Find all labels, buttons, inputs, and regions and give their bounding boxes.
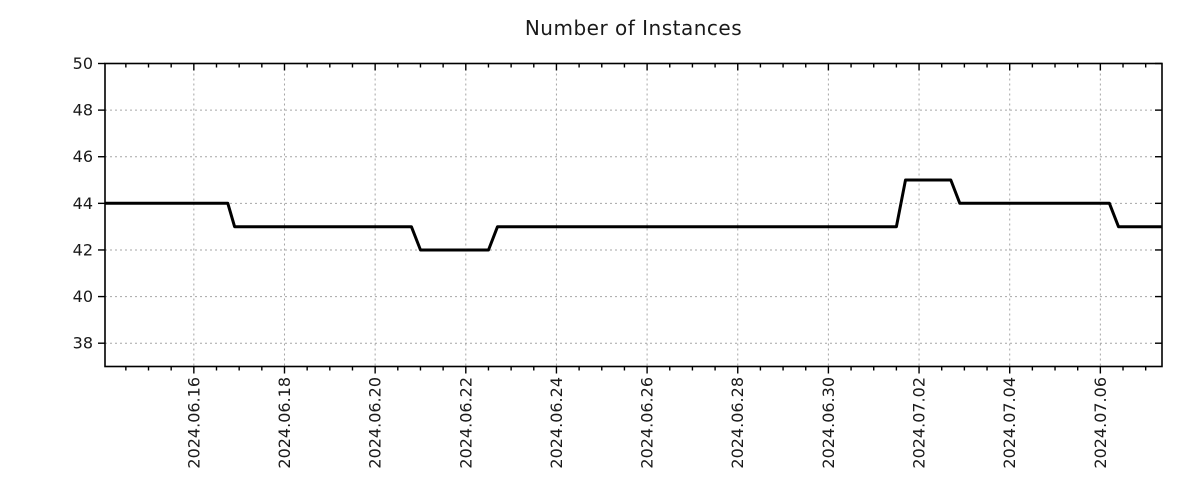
y-tick-label: 42 [73, 240, 93, 259]
plot-frame [104, 62, 1163, 368]
x-tick-label: 2024.06.30 [819, 377, 838, 469]
y-tick-label: 44 [73, 194, 93, 213]
y-tick-label: 38 [73, 334, 93, 353]
x-tick-label: 2024.06.26 [638, 377, 657, 469]
x-tick-label: 2024.06.20 [366, 377, 385, 469]
x-tick-label: 2024.07.06 [1091, 377, 1110, 469]
x-tick-label: 2024.06.24 [547, 377, 566, 469]
y-tick-label: 48 [73, 101, 93, 120]
x-tick-label: 2024.06.16 [184, 377, 203, 469]
y-tick-label: 40 [73, 287, 93, 306]
x-tick-label: 2024.06.28 [728, 377, 747, 469]
series-line [105, 178, 1162, 252]
x-tick-label: 2024.07.02 [910, 377, 929, 469]
x-tick-label: 2024.07.04 [1000, 377, 1019, 469]
x-tick-label: 2024.06.18 [275, 377, 294, 469]
y-tick-label: 46 [73, 147, 93, 166]
y-tick-label: 50 [73, 54, 93, 73]
x-tick-label: 2024.06.22 [456, 377, 475, 469]
chart-title: Number of Instances [524, 16, 743, 40]
